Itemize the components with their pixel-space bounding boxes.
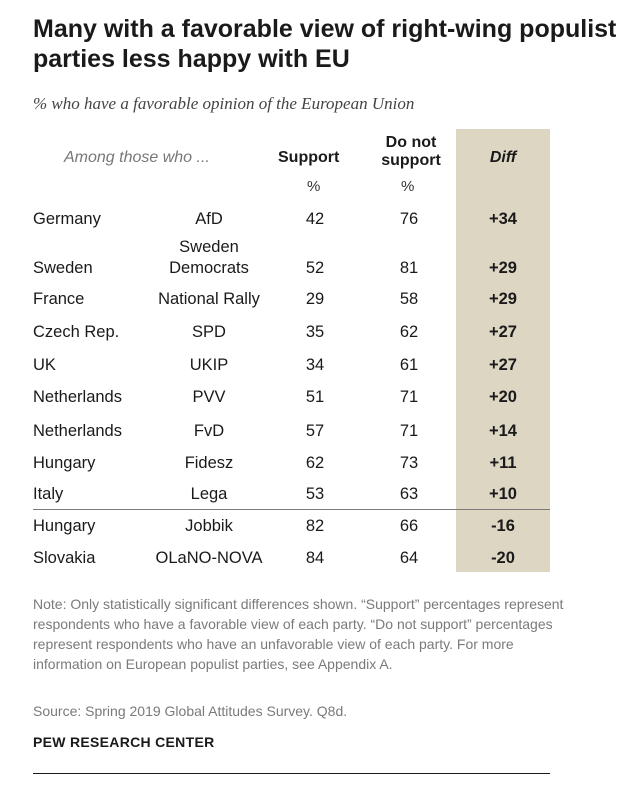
country-cell: Slovakia [33,549,96,567]
diff-value: +27 [489,323,517,341]
diff-value: -16 [491,517,515,535]
party-cell: Jobbik [185,517,233,535]
header-support: Support [278,149,340,166]
table-row: Czech Rep. SPD 35 62 +27 [0,322,641,352]
country-cell: UK [33,356,56,374]
header-among: Among those who ... [64,149,210,166]
party-cell: Sweden Democrats [169,238,249,277]
party-cell: National Rally [158,290,260,308]
not-support-value: 66 [399,517,419,535]
country-cell: Netherlands [33,388,122,406]
support-value: 53 [305,485,325,503]
support-value: 51 [305,388,325,406]
country-cell: Netherlands [33,422,122,440]
party-cell: OLaNO-NOVA [155,549,263,567]
chart-title: Many with a favorable view of right-wing… [33,15,617,73]
diff-value: +29 [489,259,517,277]
support-value: 62 [305,454,325,472]
support-value: 34 [305,356,325,374]
support-value: 35 [305,323,325,341]
party-cell: AfD [195,210,223,228]
diff-value: +14 [489,422,517,440]
country-cell: Germany [33,210,101,228]
not-support-value: 71 [399,388,419,406]
table-row: Sweden Sweden Democrats 52 81 +29 [0,238,641,288]
support-value: 82 [305,517,325,535]
not-support-value: 71 [399,422,419,440]
diff-value: +29 [489,290,517,308]
support-value: 29 [305,290,325,308]
country-cell: Italy [33,485,64,503]
table-row: Italy Lega 53 63 +10 [0,484,641,514]
country-cell: Hungary [33,517,96,535]
not-support-unit-label: % [401,178,415,195]
org-name: PEW RESEARCH CENTER [33,734,215,750]
table-row: Netherlands FvD 57 71 +14 [0,421,641,451]
not-support-value: 62 [399,323,419,341]
table-row: France National Rally 29 58 +29 [0,289,641,319]
diff-value: +20 [489,388,517,406]
party-cell: PVV [192,388,226,406]
not-support-value: 64 [399,549,419,567]
not-support-value: 81 [399,259,419,277]
diff-value: +27 [489,356,517,374]
footnote: Note: Only statistically significant dif… [33,596,564,672]
country-cell: Hungary [33,454,96,472]
support-value: 84 [305,549,325,567]
table-row: Germany AfD 42 76 +34 [0,209,641,239]
not-support-value: 73 [399,454,419,472]
table-row: UK UKIP 34 61 +27 [0,355,641,385]
header-diff: Diff [489,149,517,166]
party-cell: UKIP [189,356,229,374]
country-cell: Sweden [33,259,93,277]
party-cell: Fidesz [184,454,234,472]
support-value: 52 [305,259,325,277]
not-support-value: 76 [399,210,419,228]
header-not-support: Do not support [381,134,441,169]
party-cell: FvD [193,422,225,440]
table-row: Hungary Jobbik 82 66 -16 [0,516,641,546]
party-cell: Lega [190,485,228,503]
not-support-value: 63 [399,485,419,503]
support-value: 42 [305,210,325,228]
party-cell: SPD [192,323,226,341]
chart-subtitle: % who have a favorable opinion of the Eu… [33,94,415,113]
support-unit-label: % [307,178,321,195]
table-separator [33,509,550,510]
diff-value: +10 [489,485,517,503]
country-cell: France [33,290,85,308]
diff-value: +34 [489,210,517,228]
country-cell: Czech Rep. [33,323,120,341]
diff-column-background [456,129,550,572]
not-support-value: 58 [399,290,419,308]
bottom-rule [33,773,550,774]
diff-value: +11 [489,454,517,472]
diff-value: -20 [491,549,515,567]
table-row: Hungary Fidesz 62 73 +11 [0,453,641,483]
table-row: Netherlands PVV 51 71 +20 [0,387,641,417]
support-value: 57 [305,422,325,440]
not-support-value: 61 [399,356,419,374]
table-row: Slovakia OLaNO-NOVA 84 64 -20 [0,548,641,578]
source-note: Source: Spring 2019 Global Attitudes Sur… [33,703,348,719]
